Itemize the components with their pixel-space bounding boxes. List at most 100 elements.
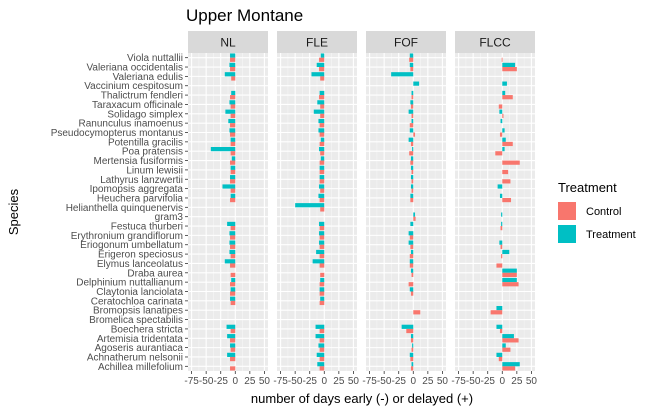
bar-flcc-heuchera-parvifolia-control bbox=[502, 197, 512, 203]
y-tick-label-elymus-lanceolatus: Elymus lanceolatus bbox=[97, 259, 183, 270]
bar-fof-valeriana-occidentalis-control bbox=[410, 67, 414, 72]
bar-fle-linum-lewisii-control bbox=[319, 169, 325, 175]
bar-fle-poa-pratensis-control bbox=[320, 151, 325, 156]
bar-flcc-gram3-treatment bbox=[501, 212, 503, 217]
panel-strip-flcc bbox=[455, 31, 535, 53]
bar-fle-ranunculus-inamoenus-treatment bbox=[318, 118, 325, 124]
legend-label-control: Control bbox=[586, 206, 621, 218]
bar-nl-achnatherum-nelsonii-control bbox=[230, 356, 236, 362]
bar-fof-solidago-simplex-control bbox=[411, 113, 414, 119]
bar-nl-viola-nuttallii-treatment bbox=[230, 53, 236, 58]
y-tick-label-bromelica-spectabilis: Bromelica spectabilis bbox=[89, 315, 183, 326]
bar-nl-elymus-lanceolatus-control bbox=[230, 263, 236, 268]
bar-fle-boechera-stricta-control bbox=[319, 328, 325, 334]
x-tick-label: 0 bbox=[410, 376, 416, 387]
bar-fof-potentilla-gracilis-control bbox=[410, 141, 414, 147]
y-tick-label-pseudocymopterus-montanus: Pseudocymopterus montanus bbox=[51, 128, 183, 139]
bar-fle-valeriana-occidentalis-treatment bbox=[316, 62, 325, 68]
bar-fle-thalictrum-fendleri-control bbox=[319, 95, 325, 100]
bar-flcc-draba-aurea-treatment bbox=[502, 268, 517, 273]
bar-fof-ipomopsis-aggregata-treatment bbox=[410, 184, 414, 189]
bar-nl-lathyrus-lanzwertii-treatment bbox=[230, 175, 236, 180]
bar-fle-achnatherum-nelsonii-treatment bbox=[316, 352, 325, 357]
bar-fof-heuchera-parvifolia-control bbox=[410, 197, 414, 203]
bar-nl-erigeron-speciosus-treatment bbox=[229, 249, 236, 255]
bar-nl-valeriana-edulis-treatment bbox=[224, 72, 236, 77]
bar-flcc-achillea-millefolium-control bbox=[502, 366, 516, 371]
panel-fof: FOF -75 -50 -25 0 25 50 bbox=[362, 31, 448, 387]
y-tick-label-gram3: gram3 bbox=[155, 212, 184, 223]
x-tick-label: -50 bbox=[466, 376, 481, 387]
legend-title: Treatment bbox=[558, 180, 617, 195]
bar-fof-solidago-simplex-treatment bbox=[408, 109, 414, 114]
x-tick-label: -75 bbox=[362, 376, 377, 387]
bar-nl-claytonia-lanciolata-control bbox=[230, 291, 236, 296]
bar-nl-mertensia-fusiformis-control bbox=[230, 160, 236, 165]
x-tick-label: -50 bbox=[288, 376, 303, 387]
bar-fof-taraxacum-officinale-control bbox=[410, 104, 414, 109]
bar-fle-draba-aurea-control bbox=[320, 272, 325, 278]
bar-nl-solidago-simplex-treatment bbox=[225, 109, 236, 114]
bar-fof-valeriana-edulis-treatment bbox=[391, 72, 414, 77]
bar-fof-boechera-stricta-control bbox=[406, 328, 414, 334]
y-tick-label-ceratochloa-carinata: Ceratochloa carinata bbox=[91, 296, 184, 307]
bar-fle-pseudocymopterus-montanus-control bbox=[319, 132, 325, 137]
bar-fof-achillea-millefolium-treatment bbox=[411, 362, 414, 367]
bar-fof-erythronium-grandiflorum-control bbox=[409, 235, 414, 240]
x-tick-label: 50 bbox=[437, 376, 449, 387]
bar-nl-delphinium-nuttallianum-treatment bbox=[231, 277, 236, 283]
bar-nl-artemisia-tridentata-treatment bbox=[227, 334, 236, 339]
bar-nl-taraxacum-officinale-control bbox=[230, 104, 236, 109]
bar-nl-heuchera-parvifolia-treatment bbox=[230, 193, 236, 198]
x-axis-title: number of days early (-) or delayed (+) bbox=[251, 391, 473, 406]
bar-nl-claytonia-lanciolata-treatment bbox=[230, 287, 236, 292]
y-tick-label-potentilla-gracilis: Potentilla gracilis bbox=[108, 137, 183, 148]
bar-fle-agoseris-aurantiaca-control bbox=[319, 347, 325, 352]
bar-fof-erigeron-speciosus-treatment bbox=[410, 249, 414, 255]
bar-fle-boechera-stricta-treatment bbox=[315, 324, 325, 329]
y-tick-label-viola-nuttallii: Viola nuttallii bbox=[127, 53, 183, 64]
y-tick-label-artemisia-tridentata: Artemisia tridentata bbox=[97, 334, 184, 345]
y-tick-label-bromopsis-lanatipes: Bromopsis lanatipes bbox=[93, 306, 183, 317]
bar-fof-artemisia-tridentata-treatment bbox=[410, 334, 414, 339]
bar-fle-festuca-thurberi-treatment bbox=[319, 221, 325, 227]
y-axis-title: Species bbox=[6, 188, 21, 235]
panel-label-fof: FOF bbox=[394, 36, 418, 50]
bar-flcc-bromopsis-lanatipes-control bbox=[490, 310, 503, 315]
bar-fle-valeriana-edulis-treatment bbox=[311, 72, 325, 77]
bar-nl-eriogonum-umbellatum-control bbox=[230, 244, 236, 249]
bar-nl-boechera-stricta-treatment bbox=[226, 324, 236, 329]
x-tick-label: -50 bbox=[199, 376, 214, 387]
bar-fle-potentilla-gracilis-control bbox=[319, 141, 325, 147]
bar-fle-erigeron-speciosus-treatment bbox=[316, 249, 325, 255]
bar-nl-achnatherum-nelsonii-treatment bbox=[227, 352, 236, 357]
bar-fof-ranunculus-inamoenus-treatment bbox=[411, 118, 414, 124]
bar-fle-viola-nuttallii-treatment bbox=[320, 53, 325, 58]
y-tick-label-delphinium-nuttallianum: Delphinium nuttallianum bbox=[76, 278, 183, 289]
bar-fle-taraxacum-officinale-treatment bbox=[317, 100, 325, 105]
bar-fle-taraxacum-officinale-control bbox=[320, 104, 325, 109]
bar-flcc-taraxacum-officinale-control bbox=[498, 104, 503, 109]
bar-fof-claytonia-lanciolata-treatment bbox=[409, 287, 414, 292]
panel-label-flcc: FLCC bbox=[479, 36, 511, 50]
bar-flcc-festuca-thurberi-treatment bbox=[501, 221, 503, 227]
bar-fle-helianthella-quinquenervis-control bbox=[320, 207, 325, 212]
x-tick-label: -75 bbox=[451, 376, 466, 387]
bar-fof-potentilla-gracilis-treatment bbox=[408, 137, 414, 142]
bar-flcc-poa-pratensis-treatment bbox=[502, 146, 505, 152]
panel-fle: FLE -75 -50 -25 0 25 50 bbox=[273, 31, 359, 387]
bar-fof-draba-aurea-treatment bbox=[410, 268, 414, 273]
bar-flcc-draba-aurea-control bbox=[502, 272, 517, 278]
bar-fof-bromopsis-lanatipes-control bbox=[413, 310, 421, 315]
bar-flcc-heuchera-parvifolia-treatment bbox=[499, 193, 503, 198]
bar-fof-ranunculus-inamoenus-control bbox=[409, 123, 414, 128]
bar-fof-valeriana-occidentalis-treatment bbox=[409, 62, 414, 68]
bar-fof-gram3-control bbox=[413, 216, 416, 221]
bar-nl-thalictrum-fendleri-control bbox=[230, 95, 236, 100]
bar-fof-claytonia-lanciolata-control bbox=[410, 291, 414, 296]
bar-nl-linum-lewisii-treatment bbox=[230, 165, 236, 170]
bar-nl-erythronium-grandiflorum-treatment bbox=[229, 231, 236, 236]
